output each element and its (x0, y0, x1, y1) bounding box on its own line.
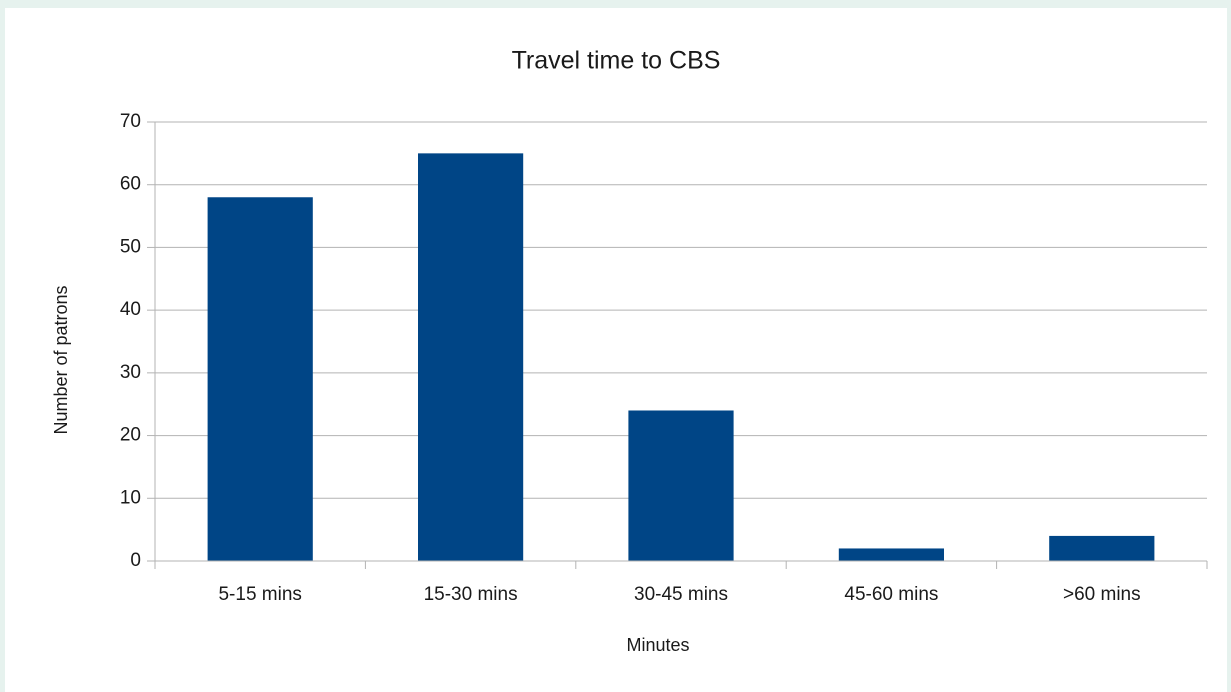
x-tick-label: 5-15 mins (218, 584, 301, 605)
bar (418, 153, 524, 561)
x-axis-label: Minutes (626, 635, 689, 655)
chart-background (5, 8, 1227, 692)
bar (207, 197, 313, 561)
y-tick-label: 10 (120, 487, 141, 508)
y-tick-label: 30 (120, 362, 141, 383)
x-tick-label: 45-60 mins (844, 584, 938, 605)
x-tick-label: 30-45 mins (634, 584, 728, 605)
y-tick-label: 50 (120, 236, 141, 257)
chart-title: Travel time to CBS (512, 47, 721, 75)
y-tick-label: 40 (120, 299, 141, 320)
x-tick-label: >60 mins (1063, 584, 1141, 605)
y-axis-label: Number of patrons (51, 285, 71, 434)
y-tick-label: 70 (120, 111, 141, 132)
bar (838, 548, 944, 561)
y-tick-label: 20 (120, 425, 141, 446)
x-tick-label: 15-30 mins (424, 584, 518, 605)
bar (628, 410, 734, 561)
y-tick-label: 60 (120, 174, 141, 195)
bar (1049, 535, 1155, 561)
y-tick-label: 0 (130, 550, 141, 571)
